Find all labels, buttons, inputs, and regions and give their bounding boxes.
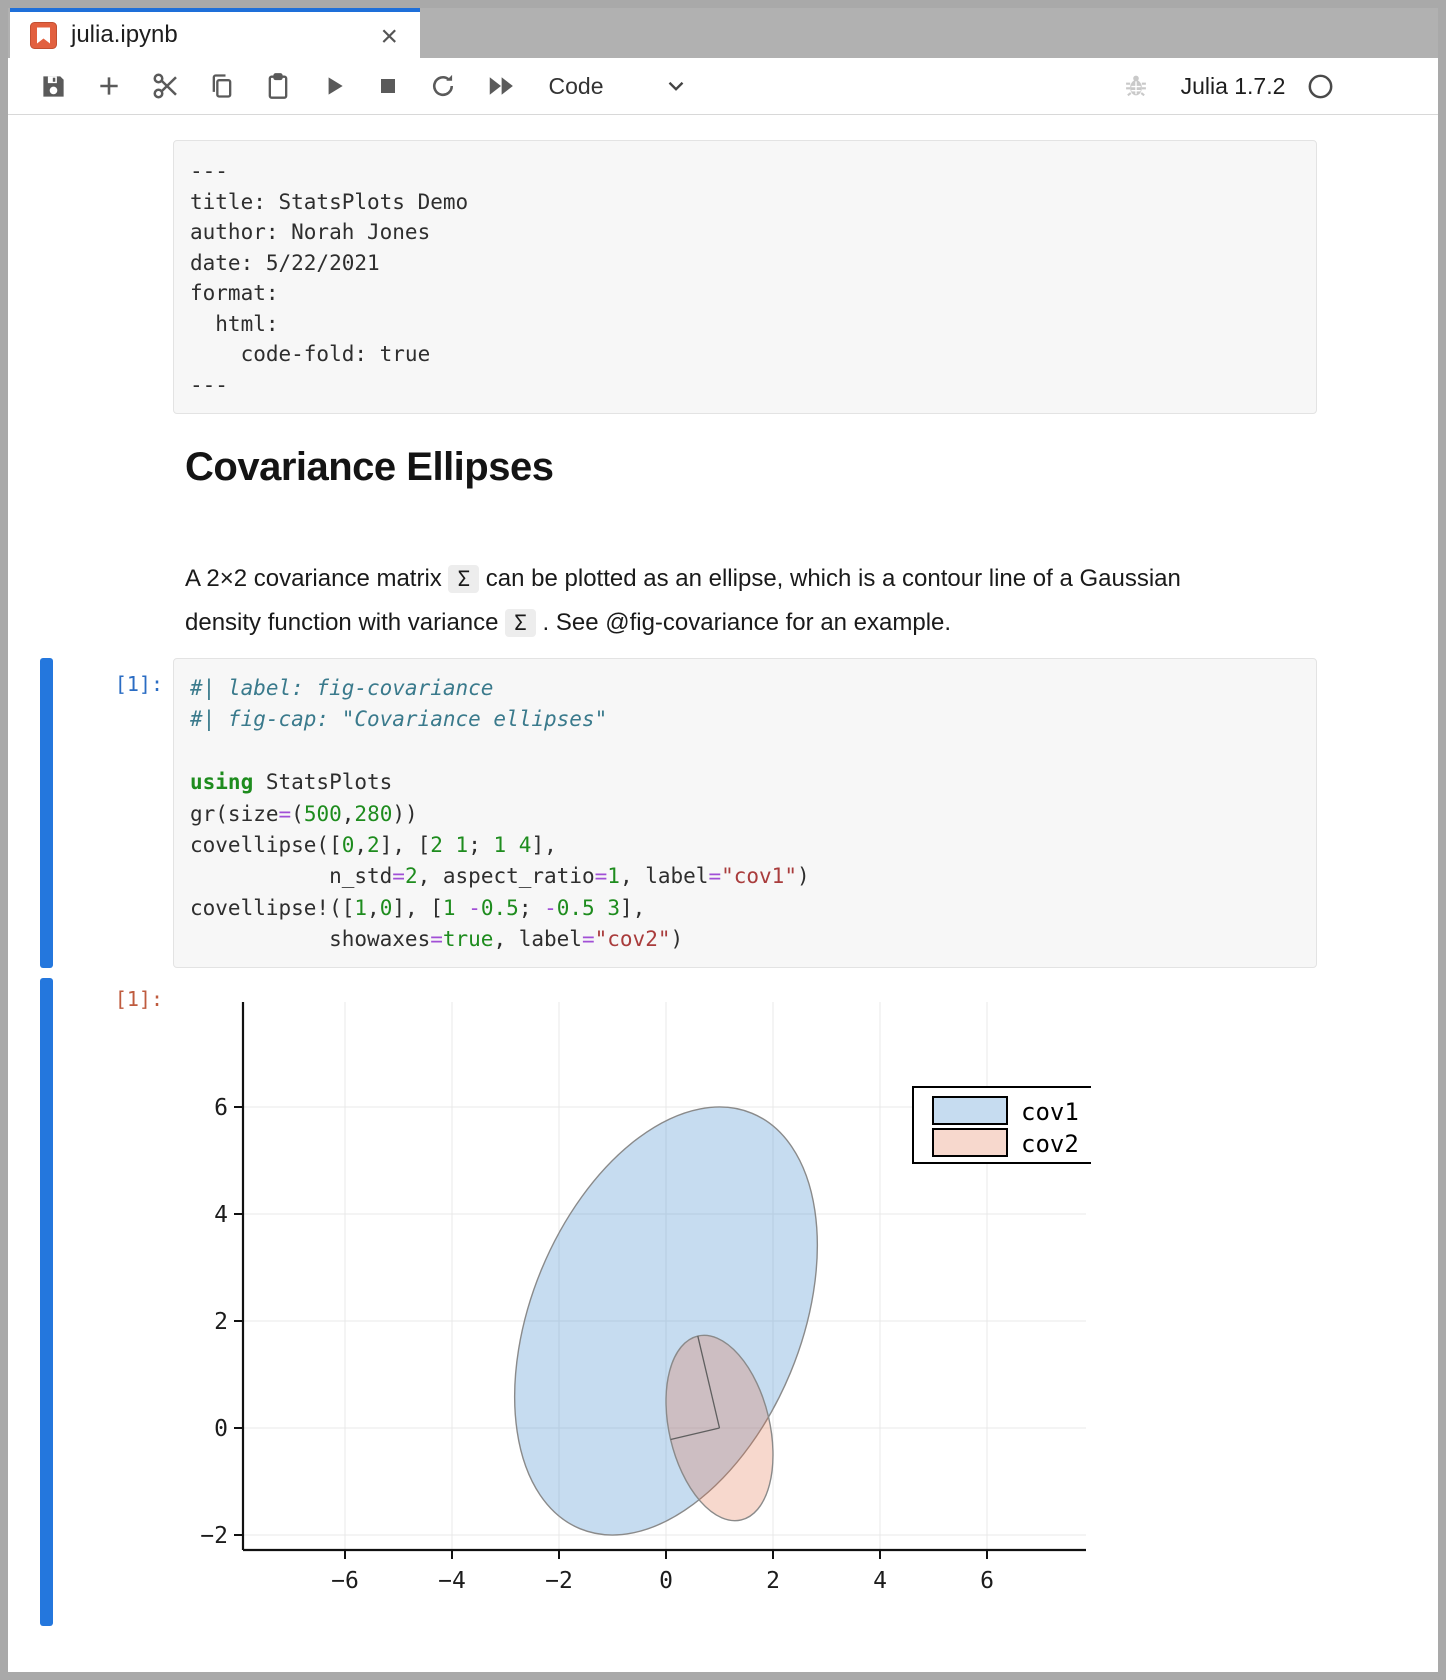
- tab-title: julia.ipynb: [71, 21, 178, 48]
- chevron-down-icon: [668, 81, 684, 91]
- save-icon: [42, 75, 64, 97]
- x-tick-label: 4: [873, 1568, 887, 1594]
- paragraph-text: A 2×2 covariance matrix: [185, 565, 449, 592]
- x-tick-label: 2: [766, 1568, 780, 1594]
- legend-swatch-cov2: [932, 1128, 1008, 1157]
- output-prompt: [1]:: [114, 987, 163, 1011]
- legend-label-cov1: cov1: [1021, 1098, 1079, 1126]
- kernel-status-indicator[interactable]: [1302, 58, 1338, 114]
- notebook-content: --- title: StatsPlots Demo author: Norah J…: [8, 115, 1438, 1672]
- paste-icon: [268, 73, 288, 99]
- tab-close-icon[interactable]: ×: [380, 20, 398, 53]
- paste-cells-button[interactable]: [258, 58, 298, 114]
- paragraph-text: can be plotted as an ellipse, which is a…: [185, 565, 1181, 636]
- play-icon: [328, 77, 343, 95]
- covariance-ellipses-plot: −6 −4 −2 0 2 4 6 6 4 2 0 −2 cov1 cov2: [185, 990, 1120, 1615]
- y-tick-label: −2: [200, 1523, 228, 1549]
- notebook-favicon-icon: [30, 21, 57, 49]
- ellipse-axes-cov2: [671, 1336, 720, 1439]
- sigma-inline-code: Σ: [448, 565, 480, 593]
- stop-kernel-button[interactable]: [370, 58, 406, 114]
- code-cell-editor[interactable]: #| label: fig-covariance #| fig-cap: "Cov…: [173, 658, 1317, 968]
- plus-icon: [100, 77, 118, 95]
- sigma-inline-code: Σ: [505, 609, 536, 637]
- tab-strip: julia.ipynb ×: [8, 8, 1438, 58]
- input-cell-collapser[interactable]: [40, 658, 53, 968]
- debugger-button[interactable]: [1116, 58, 1156, 114]
- run-cell-button[interactable]: [316, 58, 352, 114]
- y-tick-label: 6: [214, 1095, 228, 1121]
- legend-label-cov2: cov2: [1021, 1130, 1079, 1158]
- restart-kernel-button[interactable]: [424, 58, 462, 114]
- input-prompt: [1]:: [114, 672, 163, 696]
- fast-forward-icon: [489, 77, 513, 95]
- stop-icon: [381, 79, 395, 93]
- cell-type-dropdown[interactable]: Code: [548, 72, 604, 99]
- copy-icon: [212, 74, 232, 98]
- ellipse-cov1: [455, 1062, 876, 1581]
- y-tick-label: 4: [214, 1202, 228, 1228]
- output-cell-collapser[interactable]: [40, 978, 53, 1626]
- scissors-icon: [153, 73, 177, 99]
- x-tick-label: −6: [331, 1568, 359, 1594]
- kernel-idle-circle-icon: [1308, 74, 1332, 98]
- y-tick-label: 0: [214, 1416, 228, 1442]
- bug-icon: [1126, 75, 1146, 97]
- cell-type-dropdown-chevron[interactable]: [656, 58, 696, 114]
- plot-svg: −6 −4 −2 0 2 4 6 6 4 2 0 −2 cov1 cov2: [200, 1002, 1120, 1594]
- restart-icon: [432, 74, 454, 97]
- tab-julia-ipynb[interactable]: julia.ipynb ×: [10, 8, 420, 58]
- app-window: julia.ipynb × Code: [8, 8, 1438, 1672]
- x-tick-label: −4: [438, 1568, 466, 1594]
- legend-swatch-cov1: [932, 1096, 1008, 1125]
- restart-run-all-button[interactable]: [480, 58, 522, 114]
- page-title: Covariance Ellipses: [185, 445, 554, 489]
- x-tick-label: 0: [659, 1568, 673, 1594]
- yaml-frontmatter-cell[interactable]: --- title: StatsPlots Demo author: Norah J…: [173, 140, 1317, 414]
- save-button[interactable]: [36, 58, 70, 114]
- x-tick-label: −2: [545, 1568, 573, 1594]
- principal-axis-line: [698, 1336, 720, 1428]
- x-tick-label: 6: [980, 1568, 994, 1594]
- cut-cells-button[interactable]: [146, 58, 186, 114]
- intro-paragraph: A 2×2 covariance matrix Σ can be plotted…: [185, 557, 1225, 645]
- paragraph-text: . See @fig-covariance for an example.: [535, 609, 952, 636]
- kernel-name[interactable]: Julia 1.7.2: [1180, 72, 1286, 99]
- copy-cells-button[interactable]: [202, 58, 242, 114]
- notebook-toolbar: Code Julia 1.7.2: [8, 58, 1438, 115]
- add-cell-button[interactable]: [92, 58, 126, 114]
- y-tick-label: 2: [214, 1309, 228, 1335]
- principal-axis-line: [671, 1428, 720, 1440]
